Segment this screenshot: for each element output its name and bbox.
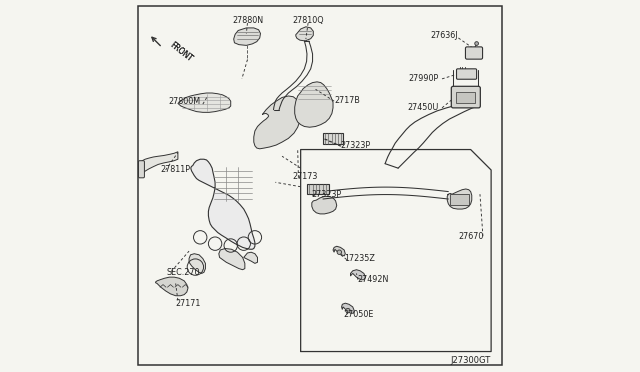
Circle shape	[475, 42, 479, 45]
Polygon shape	[178, 93, 231, 112]
Text: 27990P: 27990P	[409, 74, 439, 83]
FancyBboxPatch shape	[138, 161, 145, 178]
Circle shape	[337, 250, 342, 254]
Text: 27171: 27171	[175, 299, 201, 308]
Text: 2717B: 2717B	[334, 96, 360, 105]
Text: SEC.270: SEC.270	[167, 268, 200, 277]
Text: 27323P: 27323P	[340, 141, 371, 150]
Text: 27880N: 27880N	[232, 16, 263, 25]
Polygon shape	[234, 28, 260, 45]
Text: 27450U: 27450U	[408, 103, 439, 112]
Bar	[450, 194, 468, 205]
FancyBboxPatch shape	[451, 86, 481, 108]
Text: 17235Z: 17235Z	[344, 254, 375, 263]
Text: 27811P: 27811P	[161, 165, 191, 174]
Polygon shape	[244, 252, 257, 263]
Text: 27670: 27670	[458, 232, 484, 241]
Polygon shape	[254, 96, 301, 149]
Text: 27050E: 27050E	[344, 310, 374, 319]
Text: 27492N: 27492N	[357, 275, 388, 284]
Polygon shape	[219, 248, 245, 270]
Text: 27636J: 27636J	[430, 31, 458, 40]
Text: FRONT: FRONT	[168, 41, 195, 64]
Bar	[456, 92, 475, 103]
Circle shape	[346, 308, 350, 313]
Polygon shape	[351, 270, 365, 280]
Bar	[323, 133, 344, 144]
Polygon shape	[191, 159, 255, 249]
Polygon shape	[141, 152, 178, 176]
FancyBboxPatch shape	[465, 47, 483, 59]
Text: 27173: 27173	[292, 172, 317, 181]
Text: J27300GT: J27300GT	[450, 356, 490, 365]
Polygon shape	[333, 246, 346, 256]
Text: 27810Q: 27810Q	[292, 16, 324, 25]
Polygon shape	[342, 303, 354, 313]
Polygon shape	[296, 27, 314, 41]
Polygon shape	[294, 82, 333, 127]
Polygon shape	[156, 277, 188, 296]
Text: 27323P: 27323P	[312, 190, 342, 199]
Polygon shape	[447, 189, 472, 209]
Polygon shape	[189, 254, 205, 273]
Text: 27800M: 27800M	[168, 97, 200, 106]
Bar	[307, 184, 328, 194]
Polygon shape	[312, 196, 337, 214]
Text: FRONT: FRONT	[168, 41, 195, 64]
FancyBboxPatch shape	[456, 69, 477, 79]
